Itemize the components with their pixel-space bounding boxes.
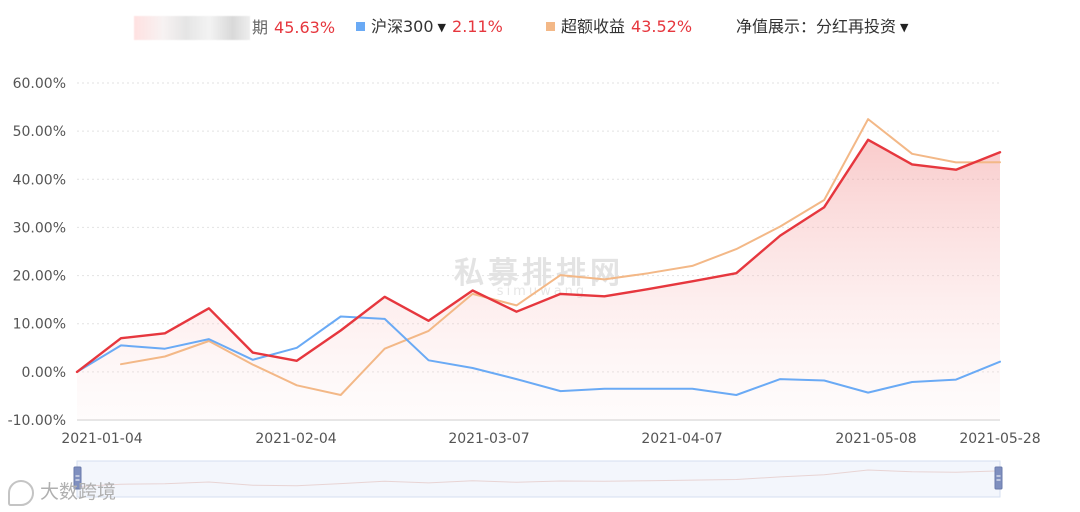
handle-grip <box>994 466 1003 490</box>
x-tick-label: 2021-02-04 <box>255 431 336 447</box>
corner-watermark-text: 大数跨境 <box>40 481 117 503</box>
legend-fund-name-suffix: 期 <box>252 17 269 37</box>
y-tick-label: 40.00% <box>13 172 66 188</box>
legend-item-index[interactable]: 沪深300 ▼ 2.11% <box>356 16 503 38</box>
handle-icon[interactable] <box>73 466 82 490</box>
y-tick-label: 10.00% <box>13 317 66 333</box>
excess-return-line <box>120 118 1001 396</box>
y-tick-label: 20.00% <box>13 269 66 285</box>
y-tick-label: 0.00% <box>22 365 66 381</box>
legend-excess-value: 43.52% <box>631 17 693 36</box>
zoom-slider-preview-line <box>76 469 1001 488</box>
handle-icon[interactable] <box>994 466 1003 490</box>
fund-area-fill <box>77 139 1000 421</box>
nav-mode-selector[interactable]: 净值展示：分红再投资 ▼ <box>736 16 908 38</box>
handle-grip <box>73 466 82 490</box>
legend-index-name: 沪深300 <box>371 17 434 36</box>
x-tick-label: 2021-04-07 <box>641 431 722 447</box>
y-tick-label: -10.00% <box>8 413 66 429</box>
chart-legend: 期 45.63% 沪深300 ▼ 2.11% 超额收益 43.52% 净值展示：分红再投… <box>0 6 1080 46</box>
caret-down-icon[interactable]: ▼ <box>900 21 909 34</box>
zoom-slider-track <box>76 460 1001 498</box>
legend-fund-value: 45.63% <box>274 17 336 37</box>
nav-mode-label: 净值展示：分红再投资 <box>736 17 897 36</box>
y-tick-label: 60.00% <box>13 76 66 92</box>
legend-item-fund[interactable]: 期 45.63% <box>134 16 336 40</box>
x-tick-label: 2021-01-04 <box>61 431 142 447</box>
x-tick-label: 2021-03-07 <box>448 431 529 447</box>
watermark-main: 私募排排网 <box>454 256 624 291</box>
y-tick-label: 30.00% <box>13 220 66 236</box>
logo-icon <box>8 479 34 506</box>
blurred-fund-name <box>134 16 250 40</box>
legend-swatch-index <box>356 22 365 31</box>
x-tick-label: 2021-05-28 <box>959 431 1040 447</box>
index-return-line <box>76 315 1001 396</box>
legend-item-excess[interactable]: 超额收益 43.52% <box>546 16 692 38</box>
legend-swatch-excess <box>546 22 555 31</box>
zoom-slider <box>73 460 1003 498</box>
x-tick-label: 2021-05-08 <box>835 431 916 447</box>
corner-watermark: 大数跨境 <box>8 478 116 506</box>
legend-excess-name: 超额收益 <box>561 17 626 36</box>
fund-return-line <box>75 138 1002 374</box>
y-tick-label: 50.00% <box>13 124 66 140</box>
caret-down-icon[interactable]: ▼ <box>437 21 447 34</box>
legend-index-value: 2.11% <box>452 17 503 36</box>
